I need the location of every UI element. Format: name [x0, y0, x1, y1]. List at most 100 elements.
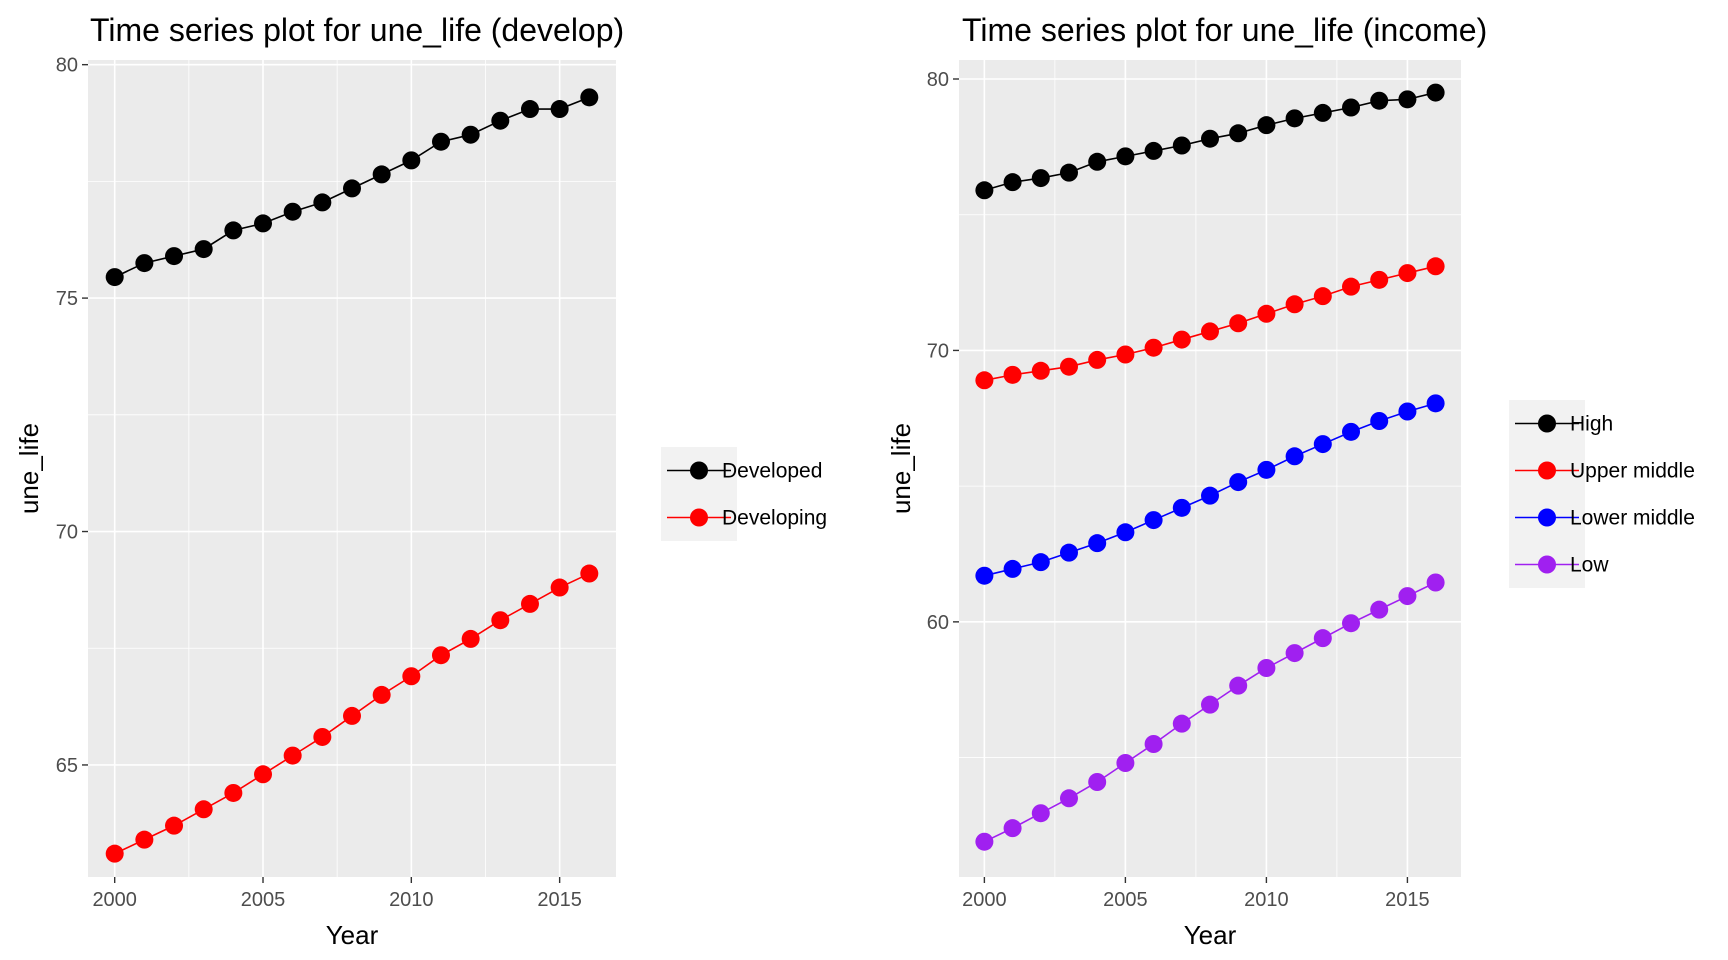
legend-key-point: [690, 508, 708, 527]
data-point: [1342, 98, 1361, 117]
data-point: [105, 268, 124, 287]
data-point: [1426, 394, 1445, 413]
y-axis-title: une_life: [886, 423, 916, 514]
data-point: [580, 88, 599, 107]
data-point: [431, 132, 450, 151]
legend-label: Upper middle: [1570, 460, 1695, 483]
legend-label: Developed: [722, 460, 822, 483]
data-point: [1285, 447, 1304, 466]
data-point: [135, 254, 154, 273]
data-point: [520, 594, 539, 613]
data-point: [1398, 402, 1417, 421]
data-point: [1313, 629, 1332, 648]
data-point: [975, 371, 994, 390]
data-point: [1313, 287, 1332, 306]
data-point: [1172, 136, 1191, 155]
legend-key-point: [1538, 508, 1556, 527]
data-point: [431, 646, 450, 665]
data-point: [254, 214, 273, 233]
data-point: [1398, 264, 1417, 283]
data-point: [1426, 573, 1445, 592]
data-point: [1398, 587, 1417, 606]
data-point: [1257, 659, 1276, 677]
data-point: [1116, 147, 1135, 166]
data-point: [1144, 511, 1163, 530]
data-point: [975, 181, 994, 200]
data-point: [1257, 116, 1276, 135]
chart-panel-2: 2000 2005 2010 2015 60 70 80 Time series plot f…: [886, 12, 1695, 950]
x-tick-label: 2005: [1103, 889, 1148, 911]
y-tick-label: 70: [927, 340, 949, 362]
data-point: [224, 221, 243, 240]
data-point: [1172, 330, 1191, 349]
data-point: [1370, 91, 1389, 110]
series-upper-middle: [975, 257, 1445, 390]
legend-label: Low: [1570, 554, 1609, 577]
x-axis-title: Year: [326, 920, 379, 950]
data-point: [1426, 257, 1445, 276]
data-point: [1172, 714, 1191, 733]
data-point: [520, 100, 539, 119]
data-point: [491, 111, 510, 130]
data-point: [194, 240, 213, 259]
data-point: [1059, 357, 1078, 376]
data-point: [1342, 614, 1361, 633]
data-point: [550, 100, 569, 119]
data-point: [343, 179, 361, 198]
data-point: [975, 566, 994, 585]
data-point: [975, 832, 994, 851]
legend-label: Lower middle: [1570, 507, 1695, 530]
data-point: [1088, 534, 1107, 553]
data-point: [1426, 83, 1445, 102]
data-point: [1144, 141, 1163, 160]
data-point: [1059, 163, 1078, 182]
data-point: [1003, 173, 1022, 192]
x-axis-title: Year: [1184, 920, 1237, 950]
x-tick-label: 2015: [537, 889, 582, 911]
data-point: [580, 564, 599, 583]
data-point: [165, 816, 184, 835]
data-point: [165, 247, 184, 266]
series-lower-middle: [975, 394, 1445, 585]
data-point: [1342, 277, 1361, 296]
data-point: [1144, 735, 1163, 753]
data-point: [1031, 804, 1050, 823]
data-point: [550, 578, 569, 597]
y-tick-label: 80: [927, 69, 949, 91]
data-point: [1059, 543, 1078, 562]
data-point: [1144, 338, 1163, 357]
y-tick-label: 70: [56, 522, 78, 544]
data-point: [1003, 559, 1022, 578]
data-point: [194, 800, 213, 819]
data-point: [1370, 412, 1389, 430]
data-point: [343, 706, 361, 725]
data-point: [1257, 304, 1276, 323]
data-point: [224, 783, 243, 802]
data-point: [313, 727, 332, 746]
data-point: [1370, 600, 1389, 619]
data-point: [1313, 435, 1332, 454]
data-point: [1003, 365, 1022, 384]
data-point: [1088, 152, 1107, 171]
legend-key-point: [1538, 414, 1556, 433]
data-point: [1229, 124, 1248, 143]
data-point: [1059, 789, 1078, 808]
legend-key-point: [690, 461, 708, 480]
data-point: [402, 667, 421, 686]
legend-label: Developing: [722, 507, 827, 530]
y-axis-title: une_life: [14, 423, 44, 514]
x-tick-label: 2015: [1385, 889, 1430, 911]
data-point: [283, 202, 302, 221]
y-tick-label: 80: [56, 55, 78, 77]
series-developing: [105, 564, 599, 863]
data-point: [1201, 486, 1219, 505]
data-point: [1116, 345, 1135, 364]
data-point: [1201, 695, 1219, 714]
x-tick-label: 2010: [389, 889, 434, 911]
y-tick-label: 65: [56, 755, 78, 777]
data-point: [1229, 676, 1248, 695]
legend-key-point: [1538, 555, 1556, 574]
chart-title: Time series plot for une_life (develop): [90, 12, 624, 48]
data-point: [1229, 473, 1248, 492]
